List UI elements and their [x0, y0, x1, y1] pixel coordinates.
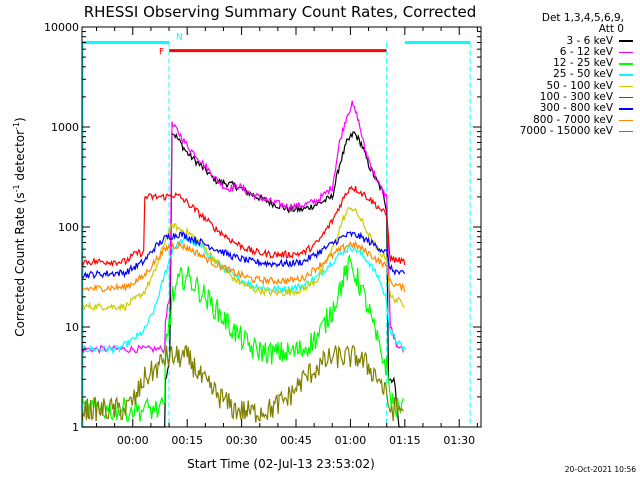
legend-swatch: [619, 63, 633, 65]
legend-swatch: [619, 108, 633, 110]
legend-entry-300-800-kev: 300 - 800 keV: [486, 103, 636, 114]
y-tick-label: 10000: [44, 21, 79, 34]
x-axis: 00:00 00:15 00:30 00:45 01:00 01:15 01:30: [96, 27, 478, 447]
legend: Det 1,3,4,5,6,9, Att 0 3 - 6 keV 6 - 12 k…: [486, 12, 636, 138]
y-axis-label-part3: ): [13, 117, 27, 122]
legend-swatch: [619, 51, 633, 54]
legend-entry-6-12-kev: 6 - 12 keV: [486, 45, 636, 58]
legend-label: 100 - 300 keV: [539, 91, 613, 104]
legend-label: 7000 - 15000 keV: [519, 124, 613, 137]
y-axis-label-part1: Corrected Count Rate (s: [13, 192, 27, 336]
x-tick-label: 00:30: [226, 434, 258, 447]
y-tick-label: 1000: [51, 121, 79, 134]
legend-swatch: [619, 40, 633, 42]
series-line-100-300-kev: [81, 185, 406, 268]
legend-label: 800 - 7000 keV: [533, 113, 613, 126]
series-line-800-7000-kev: [81, 240, 406, 293]
y-tick-label: 100: [58, 221, 79, 234]
series-line-7000-15000-kev: [81, 344, 404, 423]
legend-label: 6 - 12 keV: [559, 45, 613, 58]
plot-area: [81, 100, 406, 428]
legend-header-attenuator: Att 0: [598, 23, 624, 36]
legend-entry-800-7000-kev: 800 - 7000 keV: [486, 113, 636, 126]
legend-label: 3 - 6 keV: [566, 34, 613, 47]
y-tick-label: 10: [65, 321, 79, 334]
y-axis: 1 10 100 1000 10000: [44, 21, 481, 434]
legend-entries: 3 - 6 keV 6 - 12 keV 12 - 25 keV 25 - 50 ke…: [486, 34, 636, 138]
flare-flag-label: F: [159, 48, 164, 58]
legend-label: 50 - 100 keV: [546, 79, 613, 92]
legend-swatch: [619, 119, 633, 122]
timestamp: 20-Oct-2021 10:56: [564, 465, 636, 474]
chart-title: RHESSI Observing Summary Count Rates, Co…: [84, 3, 477, 21]
x-tick-label: 00:45: [280, 434, 312, 447]
night-flag-label: N: [176, 32, 183, 42]
legend-swatch: [619, 96, 633, 99]
legend-header-detectors: Det 1,3,4,5,6,9,: [541, 12, 624, 24]
y-tick-label: 1: [72, 421, 79, 434]
x-tick-label: 00:00: [117, 434, 149, 447]
legend-label: 300 - 800 keV: [539, 102, 613, 115]
y-axis-label: Corrected Count Rate (s-1 detector-1): [12, 117, 27, 336]
flag-bars: NF: [82, 32, 471, 427]
legend-swatch: [619, 85, 633, 88]
series-line-50-100-kev: [81, 206, 406, 312]
legend-entry-3-6-kev: 3 - 6 keV: [486, 34, 636, 47]
x-axis-label: Start Time (02-Jul-13 23:53:02): [187, 457, 375, 471]
plot-frame: [81, 26, 482, 428]
legend-entry-100-300-kev: 100 - 300 keV: [486, 91, 636, 104]
legend-entry-25-50-kev: 25 - 50 keV: [486, 69, 636, 80]
x-tick-label: 01:15: [389, 434, 421, 447]
legend-label: 25 - 50 keV: [553, 68, 613, 81]
x-tick-label: 01:00: [335, 434, 367, 447]
series-line-6-12-kev: [81, 100, 404, 355]
legend-swatch: [619, 130, 633, 133]
legend-entry-7000-15000-kev: 7000 - 15000 keV: [486, 124, 636, 137]
y-axis-label-part2: detector: [13, 130, 27, 185]
legend-swatch: [619, 74, 633, 76]
legend-entry-50-100-kev: 50 - 100 keV: [486, 79, 636, 92]
legend-label: 12 - 25 keV: [553, 57, 613, 70]
y-axis-label-sup2: -1: [12, 122, 21, 130]
legend-entry-12-25-kev: 12 - 25 keV: [486, 57, 636, 70]
series-line-12-25-kev: [81, 254, 404, 423]
series-line-300-800-kev: [81, 231, 406, 280]
x-tick-label: 01:30: [443, 434, 475, 447]
y-axis-label-sup1: -1: [12, 184, 21, 192]
x-tick-label: 00:15: [171, 434, 203, 447]
